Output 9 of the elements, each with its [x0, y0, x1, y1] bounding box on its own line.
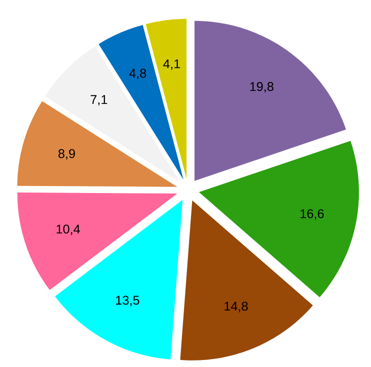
data-label: 14,8	[224, 302, 248, 312]
data-label: 10,4	[56, 224, 80, 236]
data-label: 13,5	[116, 296, 140, 306]
data-label: 7,1	[90, 95, 108, 106]
data-label: 16,6	[300, 209, 324, 220]
data-label: 8,9	[58, 149, 75, 160]
data-label: 4,8	[129, 68, 146, 80]
data-label: 4,1	[163, 59, 180, 70]
data-label: 19,8	[250, 82, 274, 93]
